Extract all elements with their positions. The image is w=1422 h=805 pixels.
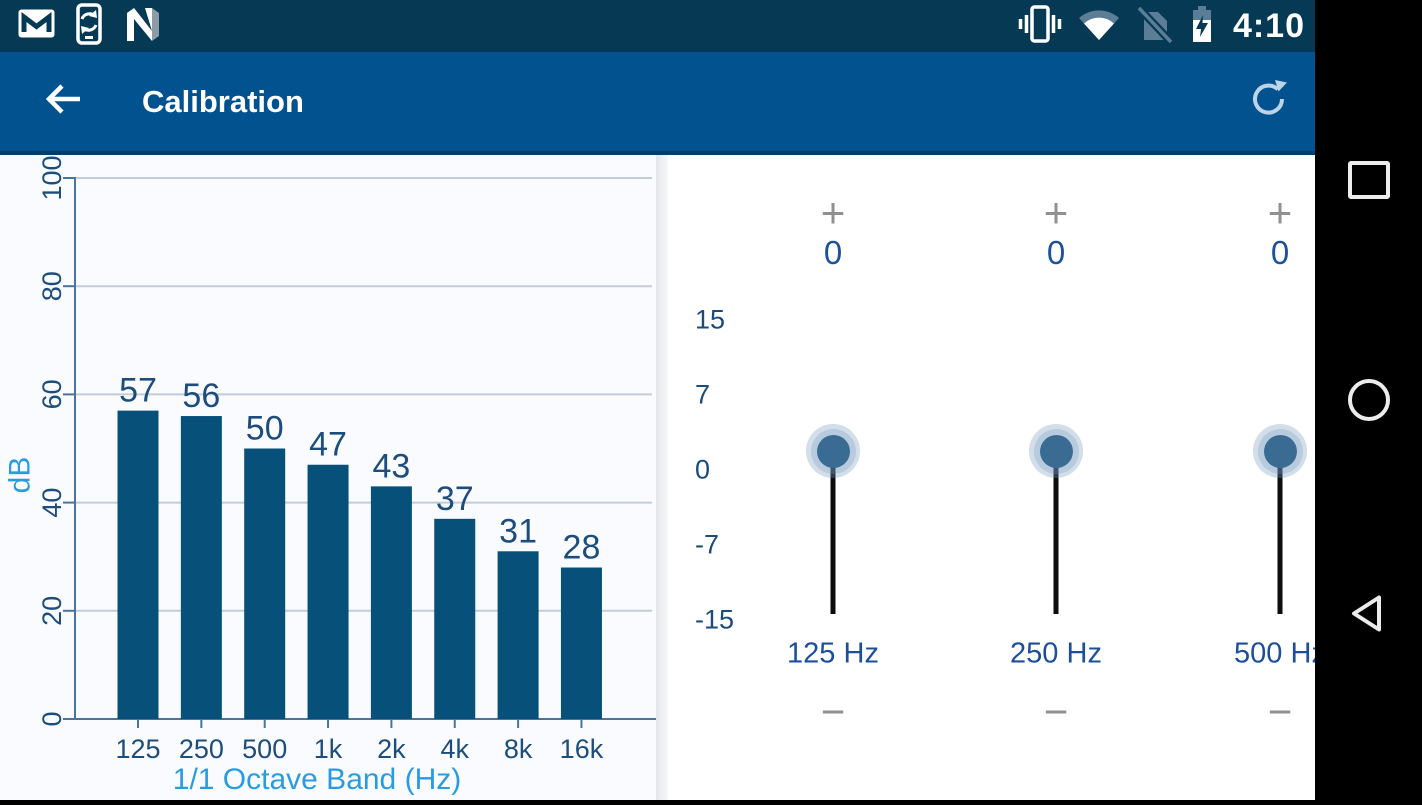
calibration-chart: 0 20 40 60 80 100 57 125 56 250 50 500 47 1k 43 2k 37 4k 3… <box>0 155 656 800</box>
band-value: 0 <box>1270 234 1290 271</box>
status-bar-clock: 4:10 <box>1232 6 1305 45</box>
band-value: 0 <box>1046 234 1066 271</box>
eq-scale-label: -7 <box>695 529 720 560</box>
bar-value-label: 47 <box>309 426 347 464</box>
eq-scale-label: 7 <box>695 379 711 410</box>
bar-value-label: 50 <box>246 410 284 448</box>
bar-value-label: 28 <box>563 529 601 567</box>
arrow-left-icon <box>41 77 85 126</box>
slider-thumb[interactable] <box>1253 424 1307 478</box>
y-axis-title: dB <box>4 457 37 494</box>
decrease-button[interactable]: − <box>1267 688 1293 735</box>
bar <box>180 416 222 719</box>
band-frequency-label: 500 Hz <box>1234 637 1315 670</box>
band-frequency-label: 250 Hz <box>1010 637 1102 670</box>
band-frequency-label: 125 Hz <box>787 637 879 670</box>
x-tick-label: 1k <box>314 734 343 764</box>
y-tick-label: 80 <box>37 271 67 301</box>
bar-value-label: 43 <box>372 447 410 485</box>
band-value: 0 <box>823 234 843 271</box>
x-tick-label: 4k <box>440 734 469 764</box>
bar <box>560 567 602 719</box>
status-bar-notifications <box>18 2 163 50</box>
x-tick-label: 125 <box>115 734 160 764</box>
increase-button[interactable]: + <box>820 189 846 236</box>
no-sim-icon <box>1135 3 1175 49</box>
slider-thumb[interactable] <box>806 424 860 478</box>
android-n-icon <box>123 5 163 48</box>
slider-track[interactable] <box>830 451 836 614</box>
back-button[interactable] <box>40 79 86 125</box>
slider-track[interactable] <box>1277 451 1283 614</box>
y-tick-label: 40 <box>37 488 67 518</box>
vibrate-icon <box>1017 4 1063 49</box>
navigation-bar <box>1315 0 1422 800</box>
slider-thumb-knob <box>816 434 850 468</box>
app-bar: Calibration <box>0 52 1315 155</box>
home-circle-icon[interactable] <box>1347 379 1390 421</box>
bar-chart: 0 20 40 60 80 100 57 125 56 250 50 500 47 1k 43 2k 37 4k 3… <box>4 155 656 796</box>
bar <box>434 518 476 719</box>
x-tick-label: 16k <box>560 734 604 764</box>
eq-band-250: + 0 250 Hz − <box>971 155 1141 800</box>
eq-scale-label: 15 <box>695 304 726 335</box>
x-axis-title: 1/1 Octave Band (Hz) <box>173 763 461 796</box>
bar-value-label: 56 <box>182 377 220 415</box>
panel-divider <box>656 155 668 800</box>
slider-thumb-knob <box>1039 434 1073 468</box>
decrease-button[interactable]: − <box>1043 688 1069 735</box>
y-tick-label: 20 <box>37 596 67 626</box>
x-tick-label: 500 <box>242 734 287 764</box>
bar-value-label: 37 <box>436 480 474 518</box>
bar <box>117 410 159 719</box>
x-tick-label: 2k <box>377 734 406 764</box>
content-area: 0 20 40 60 80 100 57 125 56 250 50 500 47 1k 43 2k 37 4k 3… <box>0 155 1315 800</box>
battery-charging-icon <box>1189 3 1215 50</box>
decrease-button[interactable]: − <box>820 688 846 735</box>
page-title: Calibration <box>142 83 304 119</box>
slider-thumb-knob <box>1263 434 1297 468</box>
y-tick-label: 60 <box>37 379 67 409</box>
bar <box>307 464 349 719</box>
wifi-icon <box>1077 6 1121 47</box>
bar <box>497 551 539 719</box>
slider-track[interactable] <box>1053 451 1059 614</box>
phone-sync-icon <box>71 2 107 50</box>
y-tick-label: 0 <box>37 711 67 726</box>
slider-thumb[interactable] <box>1029 424 1083 478</box>
main-column: 4:10 Calibration <box>0 0 1315 800</box>
back-triangle-icon[interactable] <box>1348 593 1390 640</box>
increase-button[interactable]: + <box>1267 189 1293 236</box>
recents-square-icon[interactable] <box>1347 161 1390 199</box>
y-tick-label: 100 <box>37 155 67 200</box>
bar-value-label: 57 <box>119 372 157 410</box>
x-tick-label: 8k <box>504 734 533 764</box>
gmail-icon <box>18 9 55 43</box>
equalizer-panel: 15 7 0 -7 -15 + 0 125 Hz − + 0 <box>668 155 1315 800</box>
refresh-icon <box>1247 77 1291 126</box>
eq-band-125: + 0 125 Hz − <box>748 155 918 800</box>
bar <box>244 448 286 719</box>
x-tick-label: 250 <box>179 734 224 764</box>
eq-scale-label: -15 <box>695 604 735 635</box>
refresh-button[interactable] <box>1245 78 1293 126</box>
eq-band-500: + 0 500 Hz − <box>1195 155 1315 800</box>
status-bar: 4:10 <box>0 0 1315 52</box>
bar-value-label: 31 <box>499 512 537 550</box>
eq-scale-label: 0 <box>695 454 711 485</box>
bar <box>370 486 412 719</box>
increase-button[interactable]: + <box>1043 189 1069 236</box>
status-bar-system-icons: 4:10 <box>1017 3 1305 50</box>
